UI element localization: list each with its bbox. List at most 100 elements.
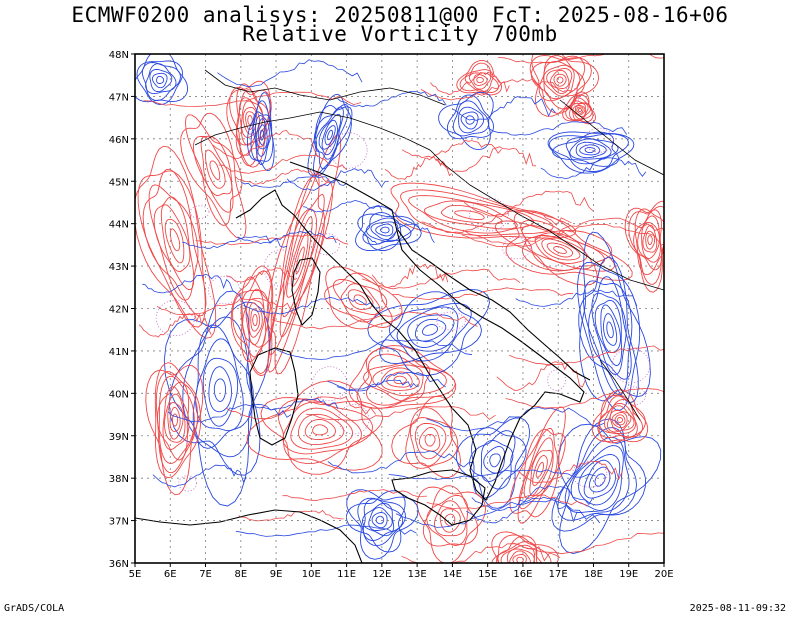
- positive-contour: [250, 308, 261, 332]
- positive-contour: [517, 428, 566, 524]
- positive-contour: [361, 268, 521, 290]
- positive-contour: [290, 232, 309, 287]
- positive-contour: [324, 272, 393, 328]
- positive-contour: [473, 74, 488, 86]
- negative-contour: [182, 316, 253, 458]
- positive-contour: [226, 267, 298, 283]
- positive-contour: [356, 347, 456, 409]
- positive-contour: [371, 263, 449, 289]
- negative-contour: [388, 469, 596, 480]
- map-subtitle: Relative Vorticity 700mb: [242, 22, 558, 46]
- lon-label: 8E: [234, 569, 247, 580]
- negative-contour: [375, 223, 394, 237]
- negative-contour: [588, 276, 632, 380]
- negative-contour: [250, 100, 274, 162]
- positive-contour: [232, 270, 273, 375]
- lon-label: 5E: [129, 569, 142, 580]
- positive-contour: [609, 410, 632, 432]
- positive-contour: [520, 219, 615, 272]
- lon-label: 12E: [372, 569, 391, 580]
- positive-contour: [137, 170, 206, 328]
- lat-label: 43N: [109, 262, 129, 273]
- positive-contour: [347, 289, 374, 311]
- zero-contour: [207, 275, 241, 305]
- positive-contour: [525, 232, 593, 270]
- positive-contour: [439, 508, 461, 533]
- negative-contour: [594, 299, 623, 367]
- negative-contour: [456, 417, 531, 509]
- positive-contour: [332, 279, 388, 323]
- lon-label: 10E: [302, 569, 321, 580]
- lat-label: 40N: [109, 389, 129, 400]
- negative-contour: [375, 515, 385, 525]
- negative-contour: [579, 231, 651, 402]
- positive-contour: [386, 371, 413, 388]
- negative-contour: [606, 321, 614, 339]
- positive-contour: [405, 407, 459, 469]
- credit-label: GrADS/COLA: [4, 603, 65, 614]
- positive-contour: [645, 230, 656, 250]
- positive-contour: [421, 210, 572, 234]
- negative-contour: [371, 512, 388, 529]
- positive-contour: [154, 362, 202, 479]
- lon-label: 7E: [199, 569, 212, 580]
- negative-contour: [469, 430, 516, 490]
- zero-contour: [436, 311, 466, 331]
- negative-contour: [438, 91, 494, 151]
- positive-contour: [414, 422, 447, 460]
- negative-contour: [487, 121, 628, 136]
- axis-ticks: 5E 6E 7E 8E 9E 10E 11E 12E 13E 14E 15E 16E 17E 18E 19E…: [109, 50, 674, 580]
- negative-contour: [321, 119, 338, 150]
- negative-contour: [217, 59, 363, 88]
- negative-contour: [355, 205, 422, 252]
- lat-label: 42N: [109, 305, 129, 316]
- lon-label: 13E: [408, 569, 427, 580]
- negative-contour: [250, 397, 339, 411]
- negative-contour: [483, 446, 506, 474]
- positive-contour: [491, 535, 543, 563]
- graticule: [135, 54, 664, 563]
- positive-contour: [391, 287, 574, 300]
- positive-contour: [454, 210, 485, 221]
- negative-contour: [252, 111, 273, 165]
- zero-contour: [611, 347, 651, 384]
- positive-contour: [424, 433, 436, 447]
- negative-contour: [407, 314, 455, 348]
- positive-contour: [282, 489, 428, 502]
- positive-contour: [226, 80, 271, 168]
- positive-contour: [282, 401, 362, 455]
- positive-contour: [518, 460, 623, 484]
- zero-contour: [330, 132, 368, 169]
- positive-contour: [408, 195, 535, 234]
- negative-contour: [396, 306, 459, 352]
- positive-contour: [158, 375, 195, 464]
- negative-contour: [557, 427, 637, 521]
- positive-contour: [363, 360, 431, 402]
- positive-contour: [135, 145, 217, 339]
- negative-contour: [241, 176, 348, 188]
- positive-contour: [423, 200, 518, 230]
- negative-contour: [208, 366, 232, 413]
- negative-contour: [303, 199, 382, 213]
- negative-contour: [182, 235, 288, 249]
- positive-contour: [422, 485, 479, 547]
- positive-contour: [304, 419, 336, 441]
- coastlines: [135, 69, 664, 563]
- positive-contour: [430, 71, 510, 95]
- negative-contour: [471, 427, 527, 499]
- lon-label: 14E: [443, 569, 462, 580]
- negative-contour: [578, 256, 639, 404]
- negative-contour: [558, 423, 662, 554]
- positive-contour: [647, 235, 653, 245]
- negative-contour: [460, 111, 479, 130]
- negative-contour: [136, 60, 183, 105]
- positive-contour: [468, 72, 492, 90]
- positive-contour: [541, 238, 581, 261]
- negative-contour: [367, 288, 490, 377]
- negative-contour: [151, 72, 168, 89]
- zero-contour: [502, 236, 531, 260]
- negative-contour: [152, 464, 247, 488]
- negative-contour: [575, 141, 607, 159]
- lon-label: 16E: [513, 569, 532, 580]
